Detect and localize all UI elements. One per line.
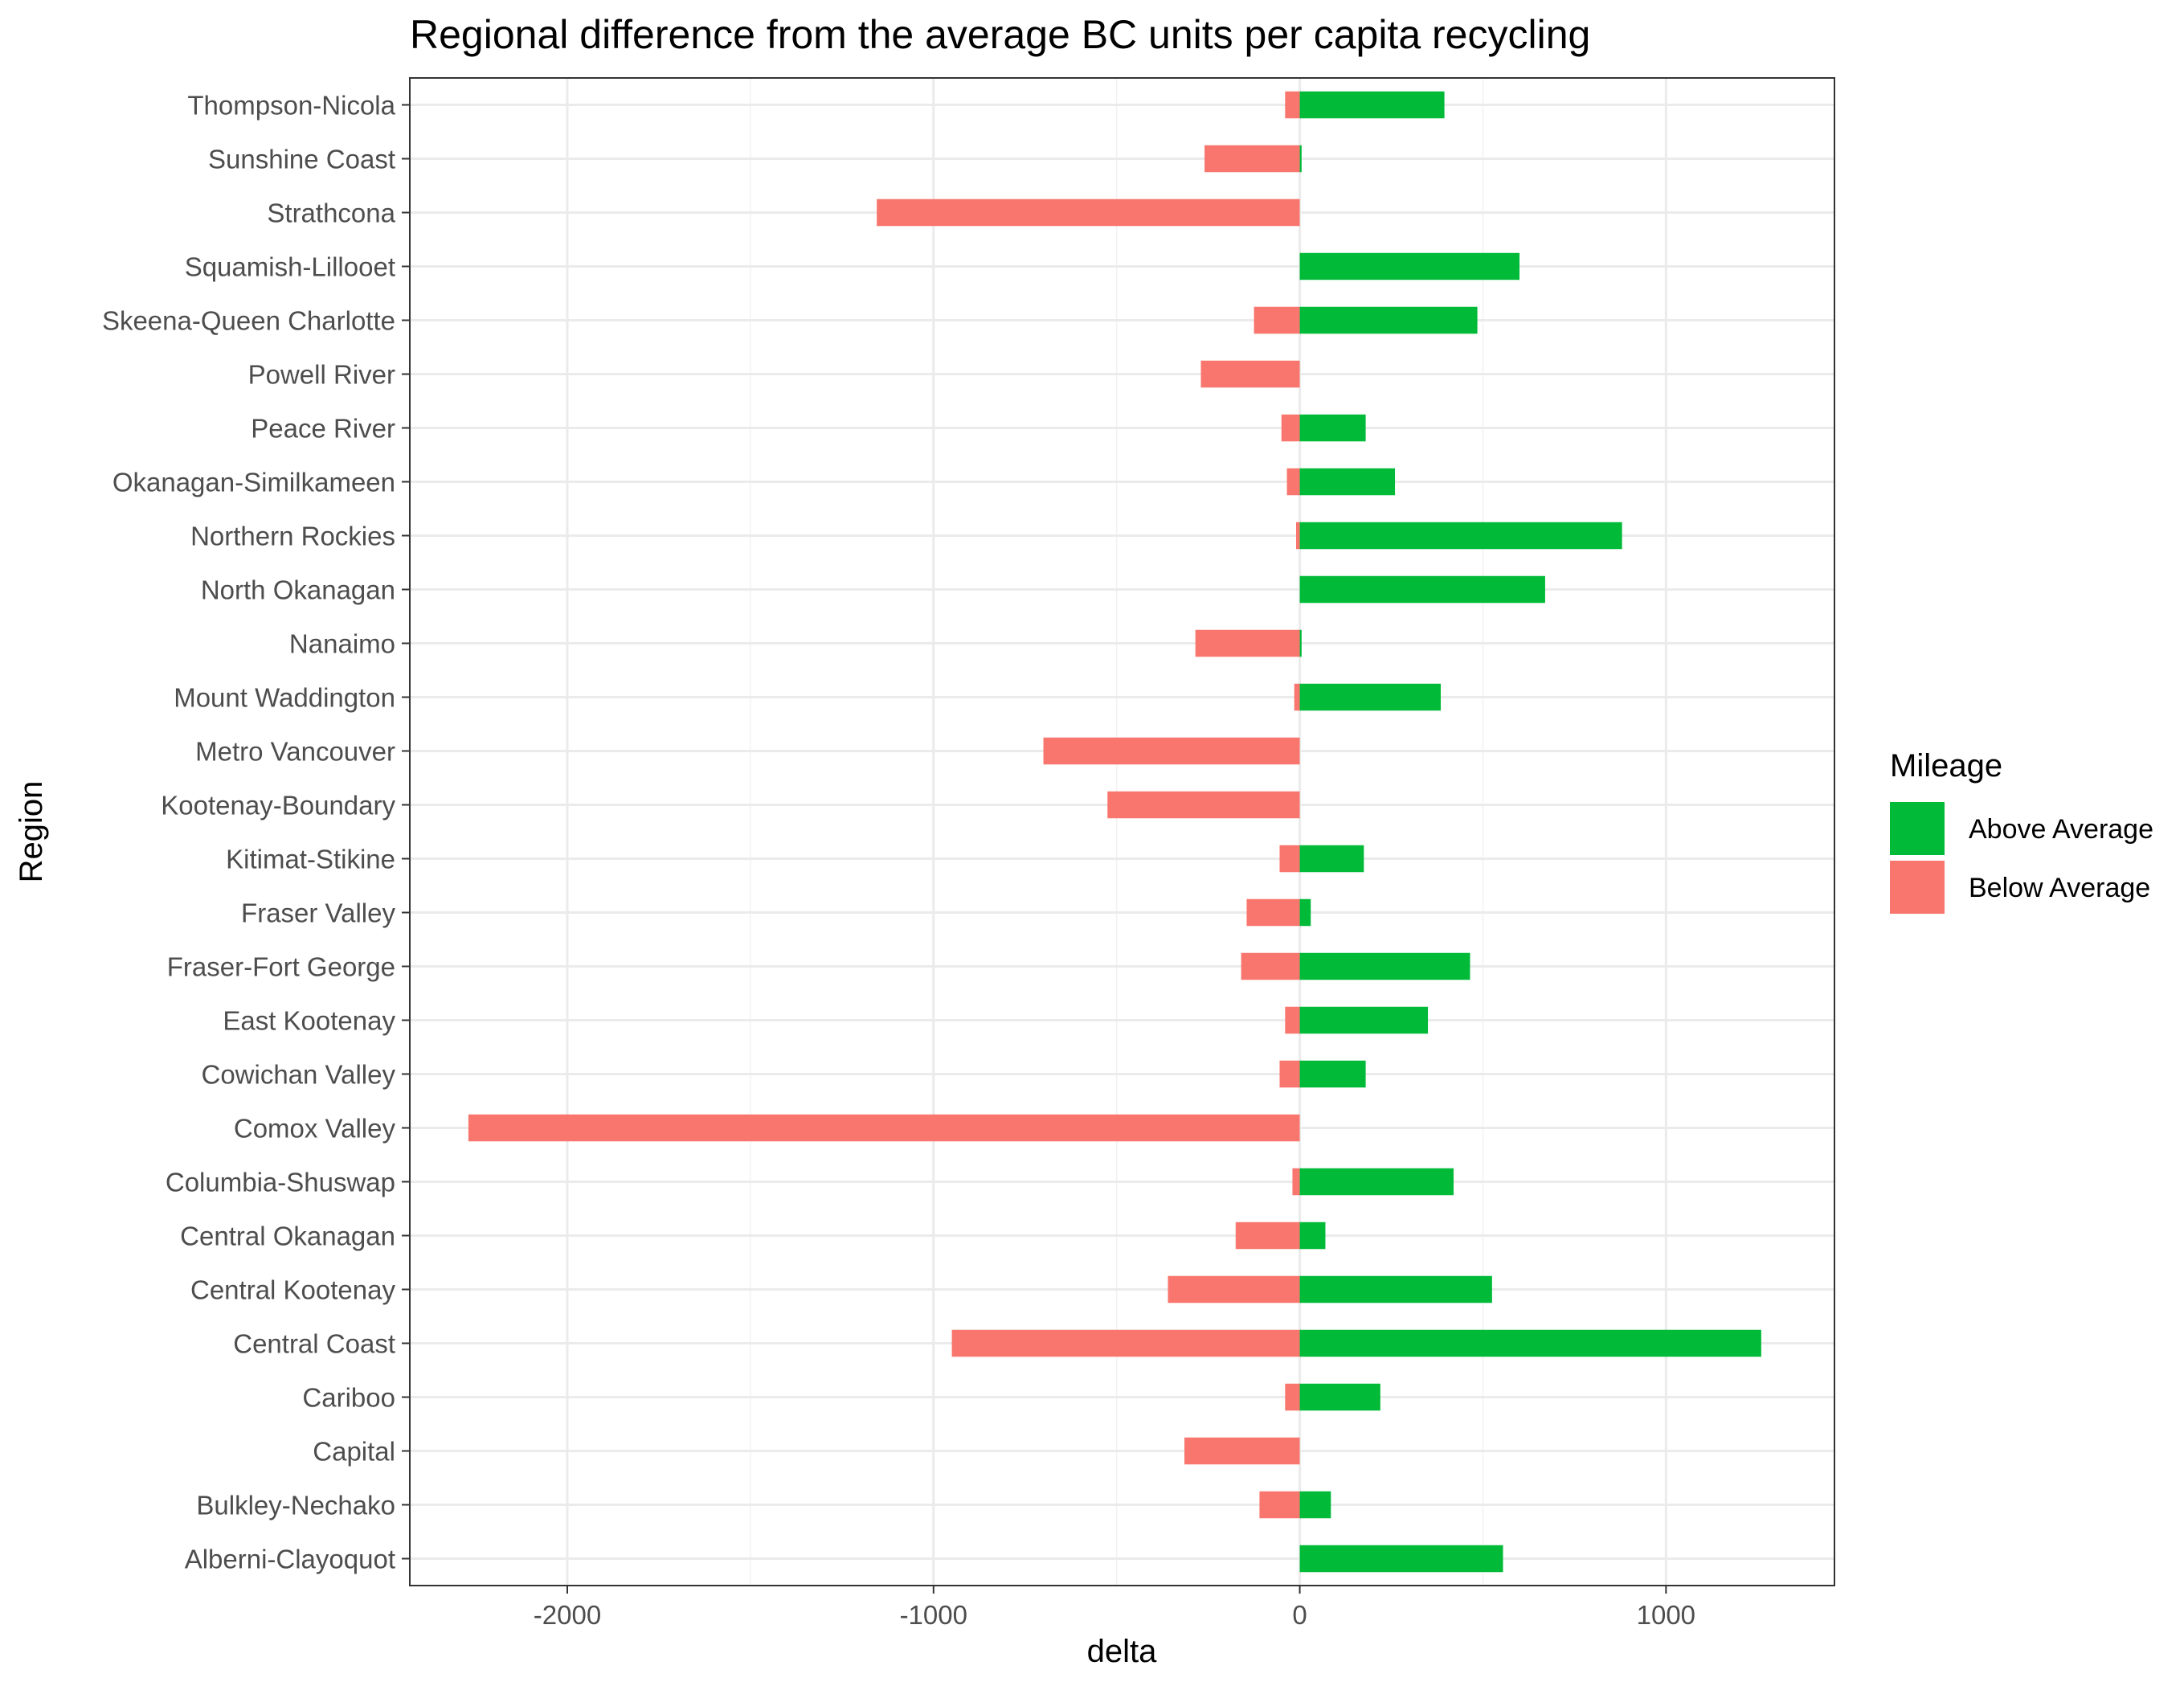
bar-above-central-okanagan: [1299, 1222, 1326, 1250]
y-tick-label: Northern Rockies: [190, 522, 395, 551]
y-tick-label: Kootenay-Boundary: [161, 791, 395, 821]
bar-below-cowichan-valley: [1279, 1060, 1300, 1088]
x-tick-label: -2000: [534, 1600, 601, 1630]
legend-label-above-average: Above Average: [1969, 814, 2153, 845]
y-axis: Alberni-Clayoquot Bulkley-Nechako Capital C…: [102, 91, 410, 1574]
legend: Mileage Above Average Below Average: [1890, 748, 2153, 914]
y-tick-label: Central Kootenay: [190, 1275, 395, 1305]
bar-below-thompson-nicola: [1285, 91, 1300, 119]
gridlines: [410, 78, 1834, 1586]
y-tick-label: Capital: [313, 1437, 395, 1467]
y-tick-label: Okanagan-Similkameen: [112, 468, 395, 497]
bar-above-central-coast: [1299, 1329, 1761, 1357]
y-tick-label: Alberni-Clayoquot: [185, 1545, 395, 1574]
bar-above-cowichan-valley: [1299, 1060, 1366, 1088]
bar-above-squamish-lillooet: [1299, 252, 1520, 280]
legend-key-above-average: [1890, 802, 1945, 855]
bar-above-fraser-fort-george: [1299, 952, 1470, 980]
bar-above-cariboo: [1299, 1383, 1380, 1411]
y-tick-label: Nanaimo: [289, 629, 395, 659]
y-tick-label: Squamish-Lillooet: [185, 252, 395, 282]
bar-below-metro-vancouver: [1043, 737, 1300, 765]
above-average-bars: [1299, 91, 1761, 1573]
x-tick-label: 0: [1292, 1600, 1307, 1630]
legend-label-below-average: Below Average: [1969, 873, 2150, 903]
bar-above-okanagan-similkameen: [1299, 468, 1396, 496]
y-tick-label: Sunshine Coast: [208, 145, 395, 174]
bar-above-north-okanagan: [1299, 575, 1545, 604]
bar-above-fraser-valley: [1299, 898, 1311, 927]
y-tick-label: Strathcona: [267, 198, 395, 228]
y-tick-label: Bulkley-Nechako: [196, 1491, 395, 1520]
x-axis-title: delta: [1087, 1634, 1157, 1669]
bar-below-capital: [1184, 1437, 1300, 1465]
y-tick-label: Cariboo: [302, 1383, 395, 1413]
bar-below-skeena-queen-charlotte: [1254, 306, 1300, 334]
y-tick-label: Comox Valley: [234, 1114, 396, 1144]
bar-below-northern-rockies: [1295, 522, 1300, 550]
bar-above-columbia-shuswap: [1299, 1168, 1454, 1196]
x-axis: -2000 -1000 0 1000: [534, 1586, 1695, 1630]
bar-below-fraser-fort-george: [1241, 952, 1300, 980]
bar-above-east-kootenay: [1299, 1006, 1429, 1034]
bar-above-mount-waddington: [1299, 683, 1442, 711]
bar-below-sunshine-coast: [1204, 145, 1300, 173]
bar-above-kitimat-stikine: [1299, 845, 1364, 873]
bar-above-bulkley-nechako: [1299, 1491, 1331, 1519]
y-tick-label: Fraser-Fort George: [167, 952, 395, 982]
x-tick-label: 1000: [1637, 1600, 1695, 1630]
bar-below-strathcona: [877, 198, 1300, 227]
y-tick-label: Kitimat-Stikine: [226, 845, 395, 874]
bar-below-comox-valley: [468, 1114, 1300, 1142]
legend-title: Mileage: [1890, 748, 2002, 784]
y-tick-label: East Kootenay: [223, 1006, 395, 1036]
bar-below-okanagan-similkameen: [1286, 468, 1300, 496]
bar-above-central-kootenay: [1299, 1275, 1492, 1303]
y-tick-label: Powell River: [248, 360, 395, 390]
bar-below-east-kootenay: [1285, 1006, 1300, 1034]
y-tick-label: Columbia-Shuswap: [166, 1168, 395, 1197]
below-average-bars: [468, 91, 1300, 1519]
bar-below-fraser-valley: [1246, 898, 1300, 927]
y-tick-label: Central Okanagan: [180, 1222, 395, 1251]
legend-key-below-average: [1890, 861, 1945, 914]
y-tick-label: Thompson-Nicola: [187, 91, 395, 121]
bar-above-nanaimo: [1299, 629, 1302, 657]
bar-above-thompson-nicola: [1299, 91, 1445, 119]
bar-below-columbia-shuswap: [1292, 1168, 1300, 1196]
bar-below-peace-river: [1281, 414, 1300, 442]
bar-above-skeena-queen-charlotte: [1299, 306, 1478, 334]
y-tick-label: Cowichan Valley: [201, 1060, 395, 1090]
y-tick-label: Peace River: [251, 414, 395, 444]
bar-below-powell-river: [1200, 360, 1300, 388]
y-tick-label: North Okanagan: [201, 575, 395, 605]
y-axis-title: Region: [14, 781, 49, 883]
bar-below-cariboo: [1285, 1383, 1300, 1411]
bar-below-kitimat-stikine: [1279, 845, 1300, 873]
bar-below-central-kootenay: [1168, 1275, 1300, 1303]
bar-below-mount-waddington: [1294, 683, 1300, 711]
bar-above-sunshine-coast: [1299, 145, 1302, 173]
y-tick-label: Metro Vancouver: [195, 737, 395, 767]
bar-below-central-okanagan: [1235, 1222, 1300, 1250]
y-tick-label: Central Coast: [233, 1329, 395, 1359]
bar-above-peace-river: [1299, 414, 1366, 442]
bar-below-bulkley-nechako: [1259, 1491, 1300, 1519]
bar-above-northern-rockies: [1299, 522, 1622, 550]
bar-below-central-coast: [951, 1329, 1300, 1357]
bar-below-nanaimo: [1195, 629, 1300, 657]
y-tick-label: Mount Waddington: [174, 683, 395, 713]
y-tick-label: Skeena-Queen Charlotte: [102, 306, 395, 336]
bar-below-kootenay-boundary: [1107, 791, 1300, 819]
y-tick-label: Fraser Valley: [241, 898, 395, 928]
chart-title: Regional difference from the average BC …: [410, 12, 1590, 57]
plot-panel-border: [409, 77, 1835, 1586]
bar-above-alberni-clayoquot: [1299, 1545, 1503, 1573]
x-tick-label: -1000: [900, 1600, 967, 1630]
